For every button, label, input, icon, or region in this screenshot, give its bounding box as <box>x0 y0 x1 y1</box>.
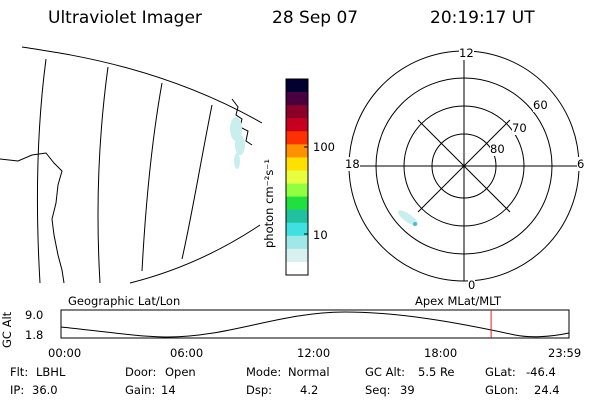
colorbar-segment <box>286 118 308 132</box>
coastline <box>0 152 65 284</box>
time-tick-label: 00:00 <box>48 346 82 360</box>
mlat-label-60: 60 <box>533 98 548 112</box>
time-tick-label: 06:00 <box>170 346 204 360</box>
mlt-label-06: 6 <box>577 157 585 171</box>
longitude-line <box>97 66 109 284</box>
mlt-label-12: 12 <box>459 46 474 60</box>
colorbar-segment <box>286 248 308 263</box>
colorbar-segment <box>286 261 308 276</box>
gc-alt-tick: 1.8 <box>25 328 44 342</box>
altitude-plot-frame <box>60 309 570 339</box>
longitude-line <box>141 82 163 272</box>
time-tick-label: 12:00 <box>297 346 331 360</box>
door-label: Door: <box>125 365 157 379</box>
gc-alt-tick: 9.0 <box>25 308 44 322</box>
longitude-line <box>181 104 213 260</box>
longitude-line <box>37 58 47 284</box>
altitude-curve <box>60 311 570 338</box>
mlat-label-70: 70 <box>512 121 527 135</box>
instrument-title: Ultraviolet Imager <box>48 8 202 28</box>
colorbar-segment <box>286 144 308 158</box>
gain-value: 14 <box>161 383 176 397</box>
latitude-line <box>129 224 261 284</box>
colorbar <box>285 78 309 276</box>
colorbar-segment <box>286 196 308 211</box>
ip-value: 36.0 <box>32 383 58 397</box>
geographic-panel-title: Geographic Lat/Lon <box>68 294 181 308</box>
colorbar-segment <box>286 92 308 106</box>
colorbar-segment <box>286 235 308 250</box>
glon-label: GLon: <box>485 383 519 397</box>
mode-value: Normal <box>288 365 330 379</box>
mlt-label-18: 18 <box>345 157 360 171</box>
observation-time: 20:19:17 UT <box>430 8 535 28</box>
geographic-map <box>0 46 263 284</box>
polar-plot <box>348 50 580 282</box>
latitude-line <box>21 46 263 124</box>
seq-label: Seq: <box>365 383 391 397</box>
mode-label: Mode: <box>246 365 282 379</box>
colorbar-unit-label: photon cm⁻²s⁻¹ <box>262 159 276 248</box>
filter-value: LBHL <box>36 365 66 379</box>
gc-alt-label: GC Alt: <box>365 365 406 379</box>
glat-value: -46.4 <box>526 365 556 379</box>
dsp-label: Dsp: <box>246 383 273 397</box>
gain-label: Gain: <box>125 383 156 397</box>
ip-label: IP: <box>10 383 25 397</box>
gc-alt-value: 5.5 Re <box>418 365 455 379</box>
aurora-emission <box>230 117 245 169</box>
observation-date: 28 Sep 07 <box>272 8 359 28</box>
filter-label: Flt: <box>10 365 29 379</box>
gc-alt-axis-label: GC Alt <box>0 311 14 348</box>
colorbar-tick-label: 100 <box>313 140 335 154</box>
dsp-value: 4.2 <box>300 383 319 397</box>
mlt-label-00: 0 <box>468 278 476 292</box>
mlat-label-80: 80 <box>490 142 505 156</box>
colorbar-segment <box>286 170 308 185</box>
door-value: Open <box>165 365 196 379</box>
colorbar-segment <box>286 183 308 198</box>
altitude-plot <box>60 309 570 339</box>
time-tick-label: 23:59 <box>548 346 582 360</box>
seq-value: 39 <box>400 383 415 397</box>
colorbar-segment <box>286 105 308 119</box>
meridian-line <box>417 119 511 213</box>
apex-panel-title: Apex MLat/MLT <box>415 294 502 308</box>
colorbar-segment <box>286 79 308 93</box>
colorbar-segment <box>286 222 308 237</box>
colorbar-segment <box>286 157 308 171</box>
colorbar-tick-label: 10 <box>313 228 328 242</box>
glat-label: GLat: <box>485 365 516 379</box>
aurora-emission <box>397 210 419 226</box>
time-tick-label: 18:00 <box>424 346 458 360</box>
glon-value: 24.4 <box>534 383 560 397</box>
colorbar-segment <box>286 131 308 145</box>
colorbar-segment <box>286 209 308 224</box>
